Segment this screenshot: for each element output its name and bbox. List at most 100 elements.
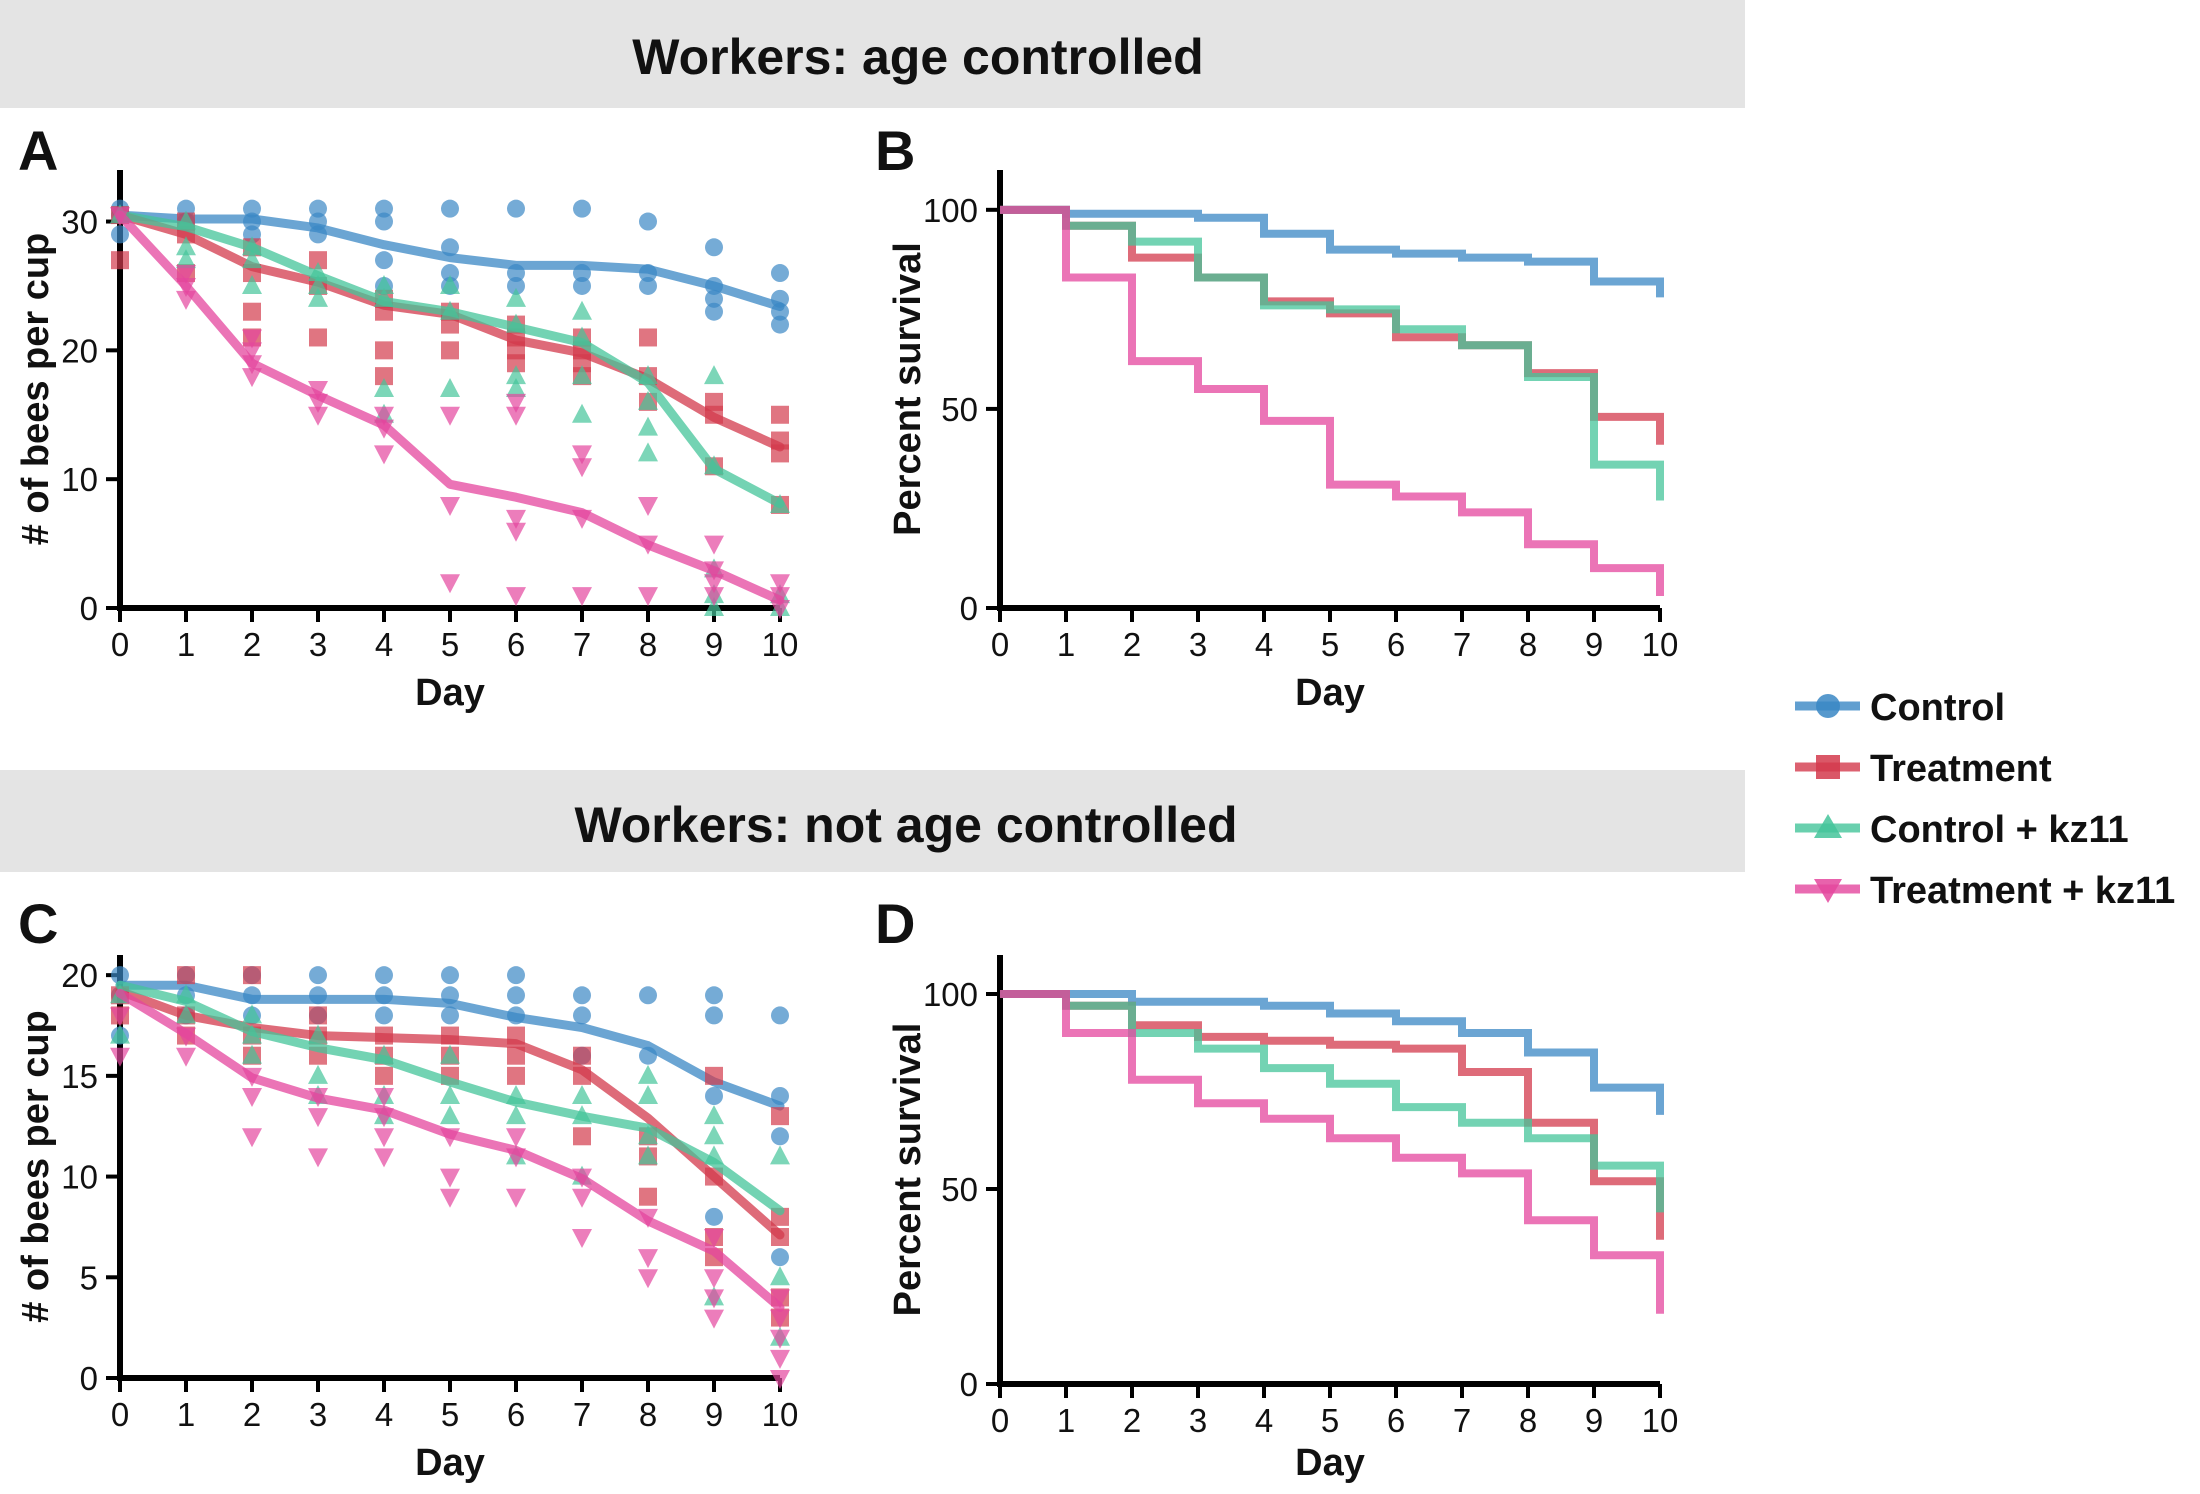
band-not-age-controlled <box>0 770 1745 872</box>
point-treatment-kz11-33 <box>770 574 790 594</box>
point-treatment-kz11-16 <box>440 574 460 594</box>
point-treatment-kz11-5 <box>242 342 262 362</box>
mean-line-treatment-kz11 <box>115 988 785 1312</box>
x-tick-label-4: 4 <box>1255 1402 1273 1439</box>
x-tick-label-6: 6 <box>1387 626 1405 663</box>
point-treatment-kz11-24 <box>638 1249 658 1269</box>
survival-line-control-kz11 <box>1000 990 1664 1213</box>
survival-line-control <box>1000 990 1664 1115</box>
series-control <box>1000 990 1664 1115</box>
x-tick-label-9: 9 <box>1585 626 1603 663</box>
point-treatment-kz11-32 <box>770 1329 790 1349</box>
panel-letter-b: B <box>875 119 915 182</box>
point-control-kz11-23 <box>638 1085 658 1104</box>
point-control-kz11-3 <box>176 249 196 269</box>
point-control-19 <box>507 986 525 1005</box>
y-tick-label-10: 10 <box>61 461 98 498</box>
point-control-8 <box>309 199 327 218</box>
y-tick-label-0: 0 <box>80 1360 98 1397</box>
point-control-12 <box>375 251 393 270</box>
y-tick-label-0: 0 <box>960 1366 978 1403</box>
point-control-kz11-23 <box>572 365 592 385</box>
point-treatment-kz11-25 <box>572 587 592 607</box>
point-treatment-kz11-17 <box>506 393 526 413</box>
point-control-kz11-5 <box>242 249 262 269</box>
mean-line-control-kz11 <box>115 980 785 1216</box>
point-control-12 <box>375 966 393 985</box>
x-tick-label-2: 2 <box>243 626 261 663</box>
point-control-kz11-2 <box>176 236 196 256</box>
point-treatment-kz11-29 <box>704 1309 724 1329</box>
x-tick-label-0: 0 <box>991 1402 1009 1439</box>
mean-line-control-kz11 <box>115 210 785 509</box>
point-control-0 <box>111 966 129 985</box>
point-treatment-2 <box>177 966 195 985</box>
point-control-27 <box>639 276 657 295</box>
y-tick-label-20: 20 <box>61 957 98 994</box>
point-treatment-kz11-26 <box>704 1229 724 1248</box>
point-treatment-kz11-16 <box>440 1188 460 1208</box>
point-control-32 <box>771 264 789 283</box>
survival-line-treatment-kz11 <box>1000 990 1664 1314</box>
point-treatment-5 <box>243 966 261 985</box>
point-treatment-kz11-17 <box>506 1128 526 1148</box>
point-treatment-kz11-10 <box>374 1088 394 1107</box>
y-tick-label-10: 10 <box>61 1159 98 1196</box>
point-control-kz11-10 <box>374 274 394 294</box>
point-control-kz11-19 <box>572 1085 592 1104</box>
point-treatment-kz11-28 <box>704 1289 724 1309</box>
x-tick-label-6: 6 <box>507 1396 525 1433</box>
x-tick-label-4: 4 <box>375 1396 393 1433</box>
point-treatment-kz11-1 <box>176 265 196 285</box>
point-control-29 <box>705 1207 723 1226</box>
panel-letter-c: C <box>18 892 58 955</box>
x-tick-label-1: 1 <box>177 1396 195 1433</box>
x-tick-label-10: 10 <box>762 1396 799 1433</box>
point-control-kz11-8 <box>308 1064 328 1084</box>
x-tick-label-5: 5 <box>1321 1402 1339 1439</box>
point-control-kz11-4 <box>242 1004 262 1024</box>
series-treatment-kz11 <box>110 988 790 1389</box>
point-treatment-kz11-20 <box>506 522 526 542</box>
point-control-kz11-20 <box>506 378 526 397</box>
legend-label-treatment: Treatment <box>1870 748 2052 790</box>
point-control-kz11-33 <box>704 597 724 616</box>
y-tick-label-20: 20 <box>61 332 98 369</box>
mean-line-treatment-kz11 <box>115 210 785 605</box>
point-control-35 <box>771 315 789 334</box>
legend-marker-control-kz11 <box>1814 814 1842 838</box>
point-treatment-kz11-19 <box>506 1188 526 1208</box>
x-tick-label-8: 8 <box>639 626 657 663</box>
series-control-kz11 <box>1000 205 1664 501</box>
point-treatment-kz11-31 <box>704 574 724 594</box>
y-axis-title: Percent survival <box>887 1023 929 1317</box>
point-control-15 <box>441 966 459 985</box>
point-control-22 <box>573 1006 591 1025</box>
point-control-33 <box>771 1248 789 1267</box>
x-axis-title: Day <box>1295 672 1365 714</box>
point-treatment-kz11-21 <box>506 587 526 607</box>
point-control-9 <box>309 966 327 985</box>
point-treatment-kz11-4 <box>242 329 262 349</box>
point-control-17 <box>441 264 459 283</box>
point-control-11 <box>375 199 393 218</box>
band-title-age-controlled: Workers: age controlled <box>632 29 1203 85</box>
x-tick-label-0: 0 <box>111 1396 129 1433</box>
point-treatment-15 <box>375 367 393 386</box>
point-treatment-22 <box>507 354 525 373</box>
point-control-24 <box>573 276 591 295</box>
x-tick-label-9: 9 <box>1585 1402 1603 1439</box>
point-treatment-kz11-32 <box>704 587 724 607</box>
point-control-kz11-3 <box>176 1004 196 1024</box>
panel-letter-d: D <box>875 892 915 955</box>
x-tick-label-3: 3 <box>309 626 327 663</box>
point-control-16 <box>441 238 459 257</box>
x-tick-label-0: 0 <box>991 626 1009 663</box>
point-control-0 <box>111 225 129 244</box>
point-control-25 <box>639 212 657 231</box>
x-tick-label-10: 10 <box>1642 1402 1679 1439</box>
y-tick-label-50: 50 <box>941 391 978 428</box>
legend-marker-treatment <box>1816 755 1840 779</box>
